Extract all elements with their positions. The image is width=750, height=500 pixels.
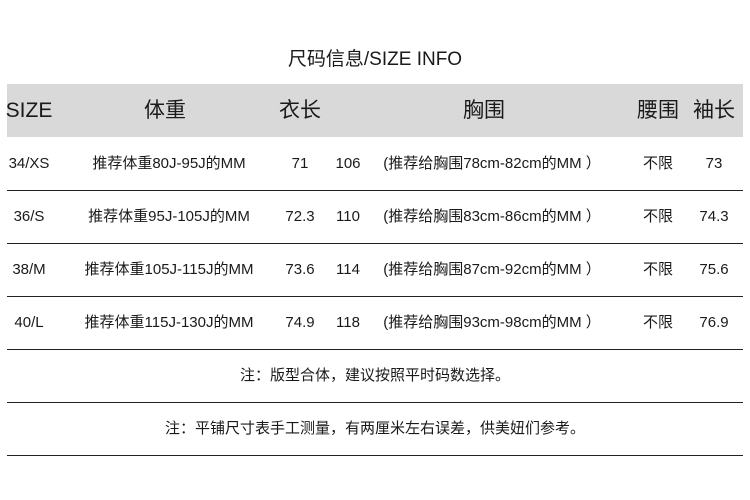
chart-title: 尺码信息/SIZE INFO (287, 49, 463, 70)
cell-weight: 推荐体重115J-130J的MM (84, 314, 254, 331)
cell-bust: 114 (336, 261, 360, 278)
header-row: SIZE 体重 衣长 胸围 腰围 袖长 (5, 84, 743, 137)
cell-bust: 110 (336, 208, 360, 225)
header-waist: 腰围 (637, 99, 679, 122)
cell-waist: 不限 (642, 314, 674, 331)
cell-waist: 不限 (642, 155, 674, 172)
cell-weight: 推荐体重80J-95J的MM (92, 155, 246, 172)
cell-length: 74.9 (285, 314, 315, 331)
cell-bust-note: (推荐给胸围83cm-86cm的MM ） (383, 208, 601, 225)
table-row: 38/M 推荐体重105J-115J的MM 73.6 114 (推荐给胸围87cm-92… (7, 243, 743, 297)
cell-bust-note: (推荐给胸围78cm-82cm的MM ） (383, 155, 601, 172)
cell-sleeve: 73 (705, 155, 723, 172)
cell-sleeve: 74.3 (699, 208, 729, 225)
cell-waist: 不限 (642, 261, 674, 278)
cell-bust: 106 (335, 155, 361, 172)
cell-waist: 不限 (642, 208, 674, 225)
header-weight: 体重 (144, 99, 186, 122)
cell-length: 71 (291, 155, 309, 172)
cell-bust: 118 (336, 314, 360, 331)
table-row: 34/XS 推荐体重80J-95J的MM 71 106 (推荐给胸围78cm-82cm的… (7, 137, 743, 191)
header-length: 衣长 (279, 99, 321, 122)
cell-size: 36/S (13, 208, 45, 225)
note-fit: 注：版型合体，建议按照平时码数选择。 (7, 349, 743, 403)
cell-sleeve: 76.9 (699, 314, 729, 331)
cell-bust-note: (推荐给胸围93cm-98cm的MM ） (383, 314, 601, 331)
header-sleeve: 袖长 (693, 99, 735, 122)
cell-size: 34/XS (8, 155, 50, 172)
cell-size: 38/M (12, 261, 46, 278)
cell-bust-note: (推荐给胸围87cm-92cm的MM ） (383, 261, 601, 278)
cell-weight: 推荐体重95J-105J的MM (88, 208, 250, 225)
cell-length: 73.6 (285, 261, 315, 278)
cell-length: 72.3 (285, 208, 315, 225)
header-size: SIZE (5, 99, 53, 122)
table-row: 40/L 推荐体重115J-130J的MM 74.9 118 (推荐给胸围93cm-98… (7, 296, 743, 350)
table-row: 36/S 推荐体重95J-105J的MM 72.3 110 (推荐给胸围83cm-86c… (7, 190, 743, 244)
cell-weight: 推荐体重105J-115J的MM (84, 261, 254, 278)
cell-size: 40/L (14, 314, 44, 331)
note-measure: 注：平铺尺寸表手工测量，有两厘米左右误差，供美妞们参考。 (7, 402, 743, 456)
cell-sleeve: 75.6 (699, 261, 729, 278)
header-bust: 胸围 (463, 99, 505, 122)
